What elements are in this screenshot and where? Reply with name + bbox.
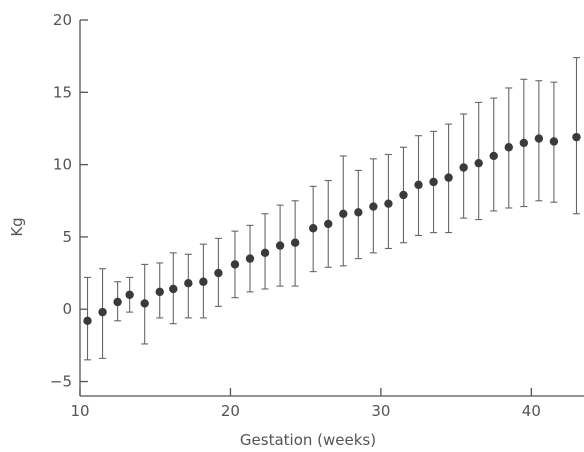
y-axis-title: Kg bbox=[8, 217, 26, 236]
data-point bbox=[339, 209, 348, 218]
axes: −5 0 5 10 15 20 10 20 30 40 bbox=[50, 11, 584, 420]
data-point bbox=[214, 268, 223, 278]
data-point bbox=[384, 199, 393, 208]
data-point bbox=[98, 307, 107, 317]
data-point bbox=[369, 202, 378, 211]
x-tick-label: 10 bbox=[70, 402, 89, 420]
data-point bbox=[275, 241, 285, 250]
data-point bbox=[399, 190, 408, 200]
y-tick-label: 15 bbox=[53, 83, 72, 101]
data-point bbox=[125, 290, 134, 299]
y-tick-label: 10 bbox=[53, 156, 72, 174]
data-point bbox=[474, 158, 483, 168]
data-point bbox=[572, 132, 581, 142]
y-tick-label: 5 bbox=[62, 228, 72, 246]
x-tick-label: 20 bbox=[221, 402, 240, 420]
data-point bbox=[83, 316, 92, 325]
data-point bbox=[230, 260, 240, 269]
data-point bbox=[199, 277, 208, 286]
x-axis-title: Gestation (weeks) bbox=[240, 431, 376, 449]
data-point bbox=[429, 177, 438, 187]
data-point bbox=[504, 143, 513, 152]
data-point bbox=[184, 279, 193, 288]
data-point bbox=[459, 163, 468, 172]
data-point bbox=[290, 238, 300, 247]
data-points bbox=[83, 132, 581, 325]
data-point bbox=[155, 287, 164, 297]
data-point bbox=[324, 219, 333, 229]
data-point bbox=[308, 224, 318, 233]
data-point bbox=[444, 173, 453, 182]
y-tick-label: 0 bbox=[62, 300, 72, 318]
data-point bbox=[354, 208, 363, 217]
data-point bbox=[113, 297, 122, 307]
data-point bbox=[549, 137, 559, 146]
data-point bbox=[414, 180, 423, 190]
data-point bbox=[534, 134, 544, 143]
x-tick-label: 30 bbox=[371, 402, 390, 420]
data-point bbox=[169, 284, 178, 294]
data-point bbox=[260, 248, 270, 258]
data-point bbox=[489, 151, 498, 161]
y-tick-label: 20 bbox=[53, 11, 72, 29]
data-point bbox=[245, 254, 255, 263]
x-tick-label: 40 bbox=[522, 402, 541, 420]
data-point bbox=[140, 299, 149, 308]
data-point bbox=[519, 138, 529, 148]
error-bars bbox=[84, 57, 580, 361]
y-tick-label: −5 bbox=[50, 373, 72, 391]
